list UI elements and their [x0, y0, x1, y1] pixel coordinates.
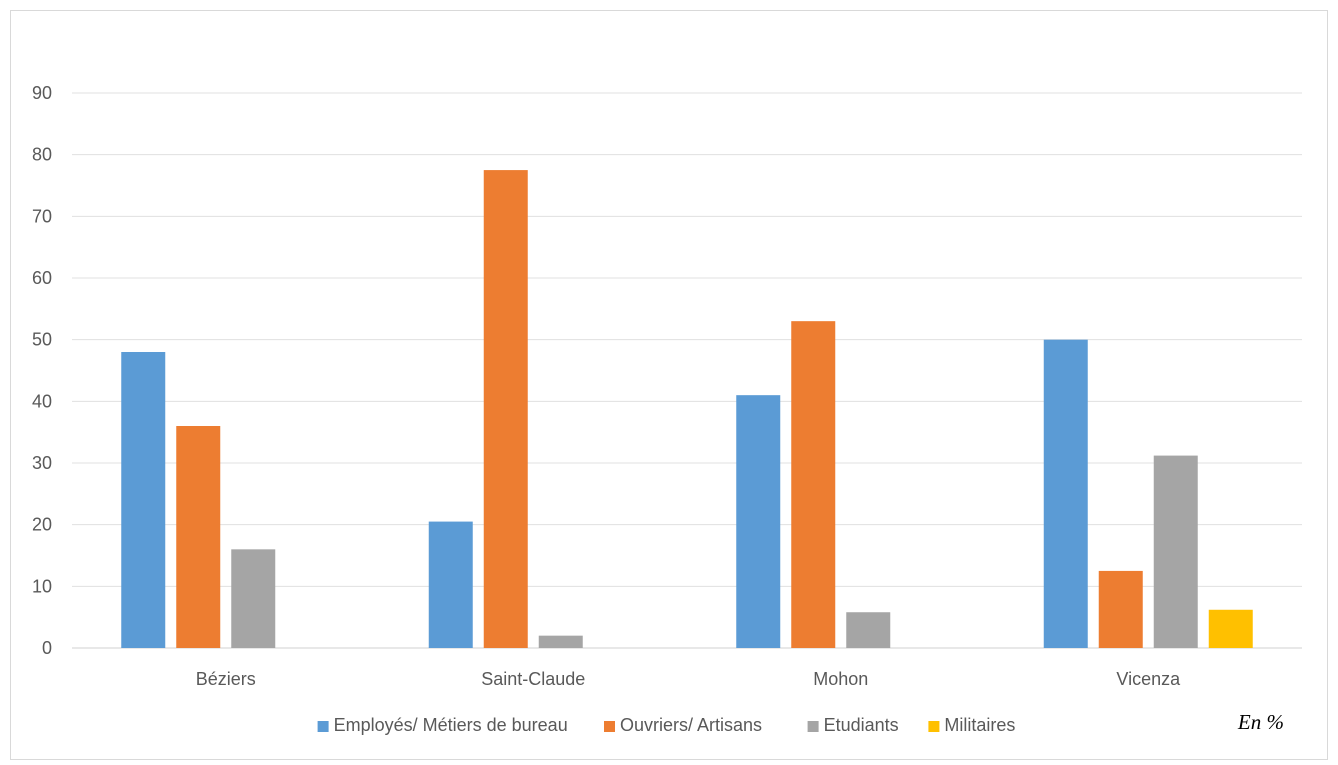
y-tick-label: 70	[32, 206, 52, 226]
bar-employ-s-m-tiers-de-bureau-mohon	[736, 395, 781, 648]
bar-etudiants-mohon	[846, 612, 891, 648]
legend-label: Ouvriers/ Artisans	[620, 715, 762, 735]
bar-etudiants-vicenza	[1153, 455, 1198, 648]
legend-label: Employés/ Métiers de bureau	[334, 715, 568, 735]
bar-etudiants-b-ziers	[231, 549, 276, 648]
y-tick-label: 40	[32, 391, 52, 411]
legend-swatch	[604, 721, 615, 732]
legend-label: Militaires	[944, 715, 1015, 735]
y-tick-label: 90	[32, 83, 52, 103]
y-tick-label: 50	[32, 330, 52, 350]
bar-employ-s-m-tiers-de-bureau-b-ziers	[121, 352, 166, 648]
x-category-label: Béziers	[196, 669, 256, 689]
legend-swatch	[807, 721, 819, 732]
legend-label: Etudiants	[824, 715, 899, 735]
bar-employ-s-m-tiers-de-bureau-saint-claude	[428, 521, 473, 648]
legend-swatch	[928, 721, 940, 732]
bar-ouvriers-artisans-mohon	[791, 321, 836, 648]
y-tick-label: 0	[42, 638, 52, 658]
bar-etudiants-saint-claude	[538, 635, 583, 648]
y-tick-label: 20	[32, 515, 52, 535]
x-category-label: Saint-Claude	[481, 669, 585, 689]
unit-note: En %	[1237, 710, 1284, 734]
bar-ouvriers-artisans-saint-claude	[483, 170, 528, 649]
y-tick-label: 10	[32, 576, 52, 596]
x-category-label: Mohon	[813, 669, 868, 689]
x-category-label: Vicenza	[1116, 669, 1181, 689]
y-tick-label: 30	[32, 453, 52, 473]
bar-employ-s-m-tiers-de-bureau-vicenza	[1043, 339, 1088, 648]
legend-swatch	[317, 721, 329, 732]
bar-militaires-vicenza	[1208, 609, 1253, 648]
bar-ouvriers-artisans-vicenza	[1098, 570, 1143, 648]
y-tick-label: 60	[32, 268, 52, 288]
y-tick-label: 80	[32, 145, 52, 165]
bar-ouvriers-artisans-b-ziers	[176, 426, 221, 648]
